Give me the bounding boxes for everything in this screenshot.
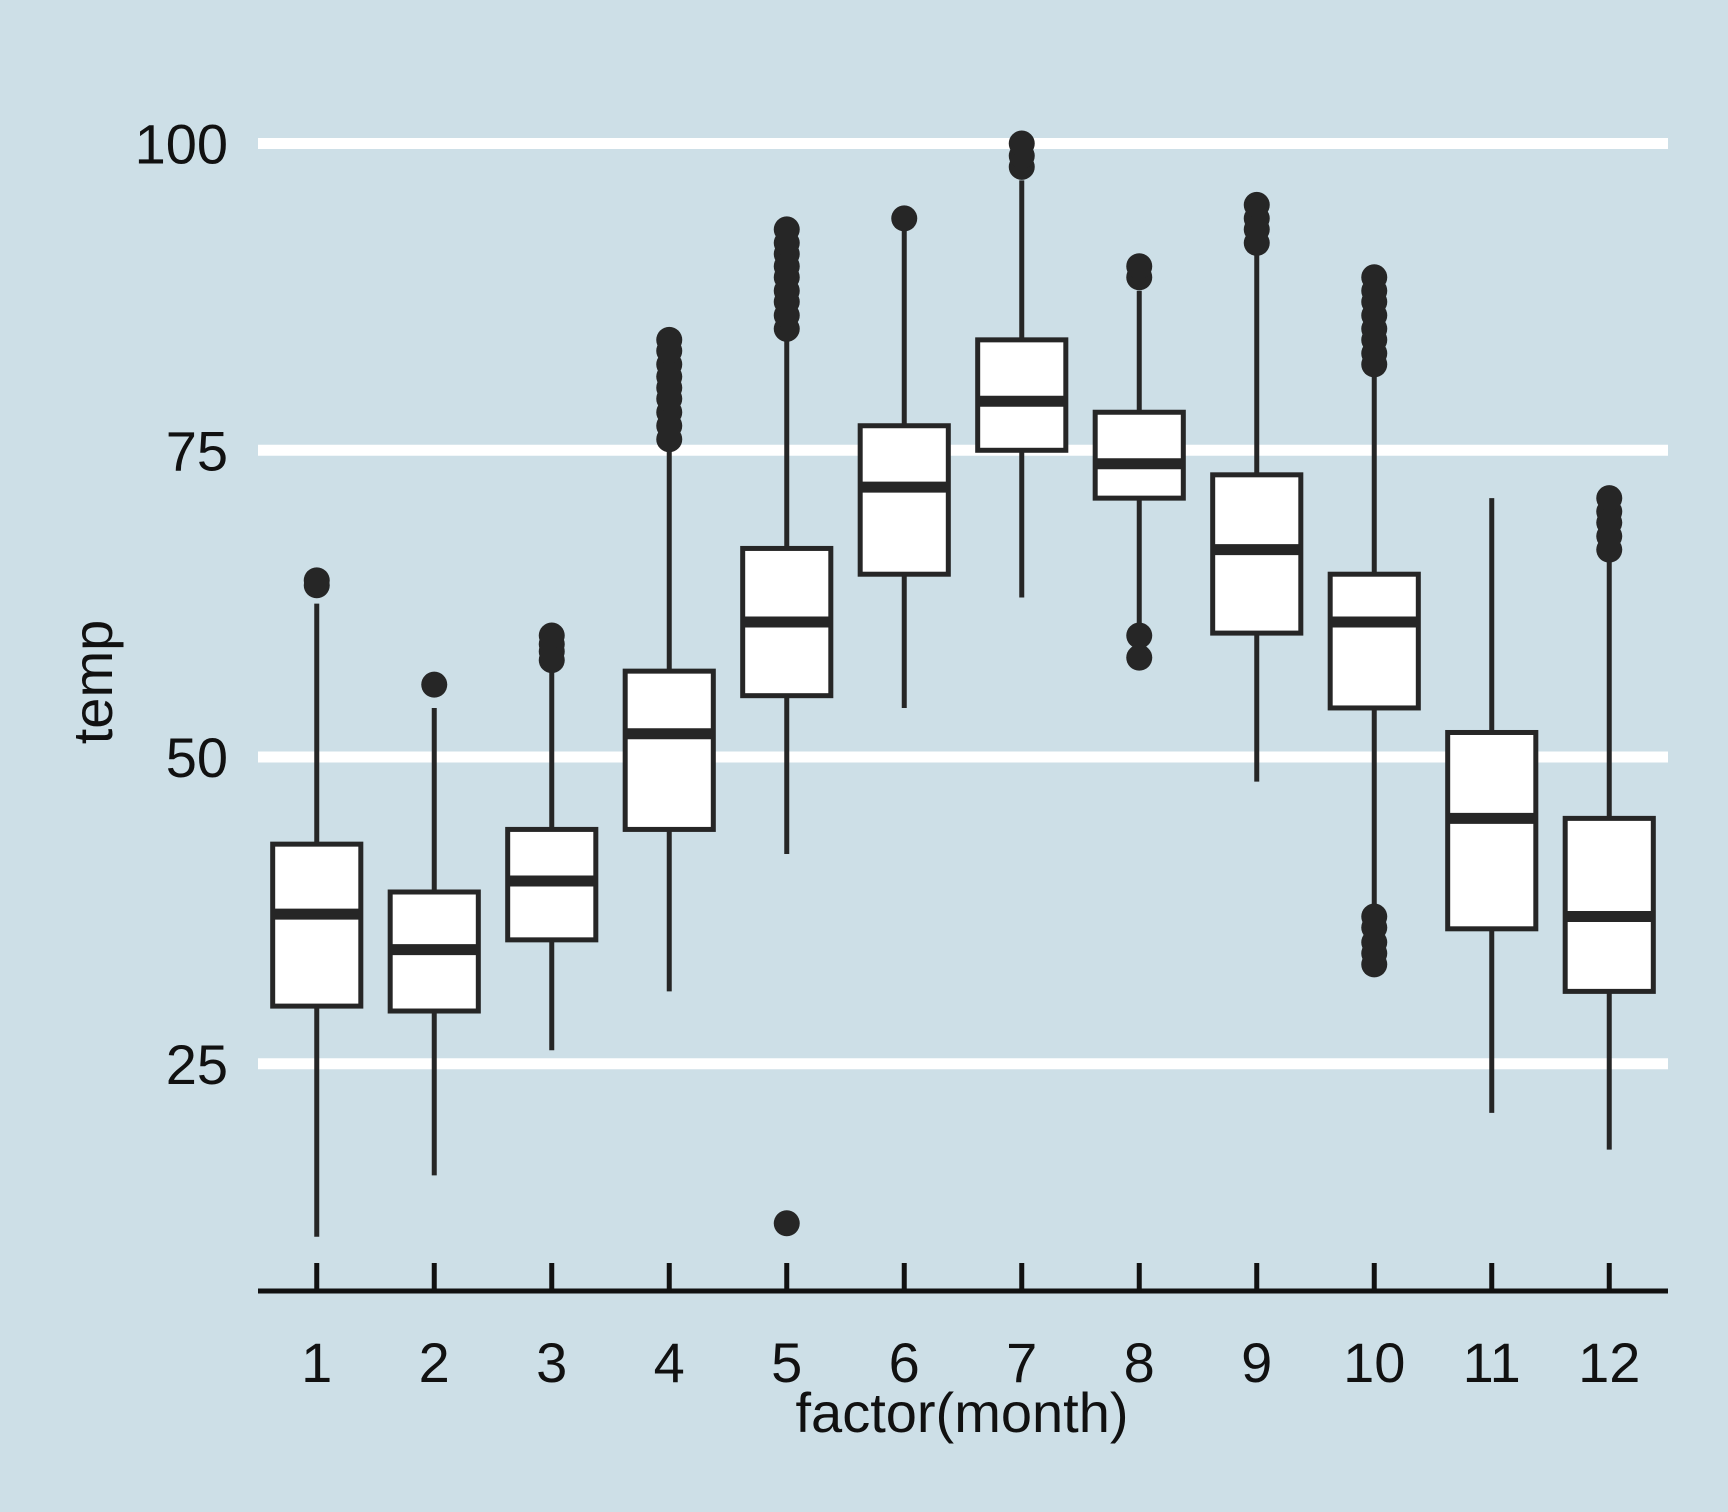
y-axis-title: temp xyxy=(61,620,124,745)
x-tick-label: 7 xyxy=(1006,1331,1037,1394)
x-tick-label: 6 xyxy=(889,1331,920,1394)
iqr-box xyxy=(270,841,364,1009)
box-month-9 xyxy=(1210,191,1304,782)
iqr-box xyxy=(1445,729,1539,932)
box-month-1 xyxy=(270,567,364,1237)
box-month-5 xyxy=(740,216,834,1237)
outlier-point xyxy=(538,622,565,649)
box-month-3 xyxy=(505,622,599,1051)
box-month-11 xyxy=(1445,498,1539,1113)
iqr-box xyxy=(1562,815,1656,994)
x-tick-label: 9 xyxy=(1241,1331,1272,1394)
outlier-point xyxy=(773,1210,800,1237)
outlier-point xyxy=(656,326,683,353)
iqr-box xyxy=(857,423,951,577)
x-tick-label: 12 xyxy=(1578,1331,1640,1394)
gridlines xyxy=(258,138,1668,1070)
box-month-12 xyxy=(1562,485,1656,1150)
y-tick-label: 100 xyxy=(135,113,228,176)
x-tick-label: 4 xyxy=(654,1331,685,1394)
box-month-6 xyxy=(857,205,951,708)
box-month-4 xyxy=(622,326,716,992)
outlier-point xyxy=(1361,264,1388,291)
outlier-point xyxy=(1361,903,1388,930)
iqr-box xyxy=(1092,409,1186,501)
x-tick-label: 8 xyxy=(1124,1331,1155,1394)
x-tick-label: 1 xyxy=(301,1331,332,1394)
outlier-point xyxy=(1126,253,1153,280)
x-tick-label: 2 xyxy=(419,1331,450,1394)
y-tick-label: 25 xyxy=(166,1033,228,1096)
outlier-point xyxy=(891,205,918,232)
y-tick-label: 50 xyxy=(166,726,228,789)
outlier-point xyxy=(1243,191,1270,218)
box-month-7 xyxy=(975,130,1069,598)
iqr-box xyxy=(975,337,1069,453)
iqr-box xyxy=(1327,571,1421,711)
outlier-point xyxy=(1126,644,1153,671)
outlier-point xyxy=(773,216,800,243)
y-tick-label: 75 xyxy=(166,419,228,482)
y-axis: 25 50 75 100 xyxy=(135,113,228,1096)
x-axis-title: factor(month) xyxy=(796,1381,1129,1444)
x-tick-label: 10 xyxy=(1343,1331,1405,1394)
outlier-point xyxy=(1008,130,1035,157)
outlier-point xyxy=(1126,622,1153,649)
box-series xyxy=(270,130,1656,1237)
x-axis: 1 2 3 4 5 6 7 8 9 10 11 12 xyxy=(258,1263,1668,1394)
outlier-point xyxy=(1596,485,1623,512)
box-month-10 xyxy=(1327,264,1421,978)
outlier-point xyxy=(303,567,330,594)
x-tick-label: 11 xyxy=(1463,1331,1521,1394)
outlier-point xyxy=(421,671,448,698)
x-tick-label: 3 xyxy=(536,1331,567,1394)
box-month-2 xyxy=(387,671,481,1176)
iqr-box xyxy=(622,668,716,832)
x-tick-label: 5 xyxy=(771,1331,802,1394)
box-month-8 xyxy=(1092,253,1186,671)
